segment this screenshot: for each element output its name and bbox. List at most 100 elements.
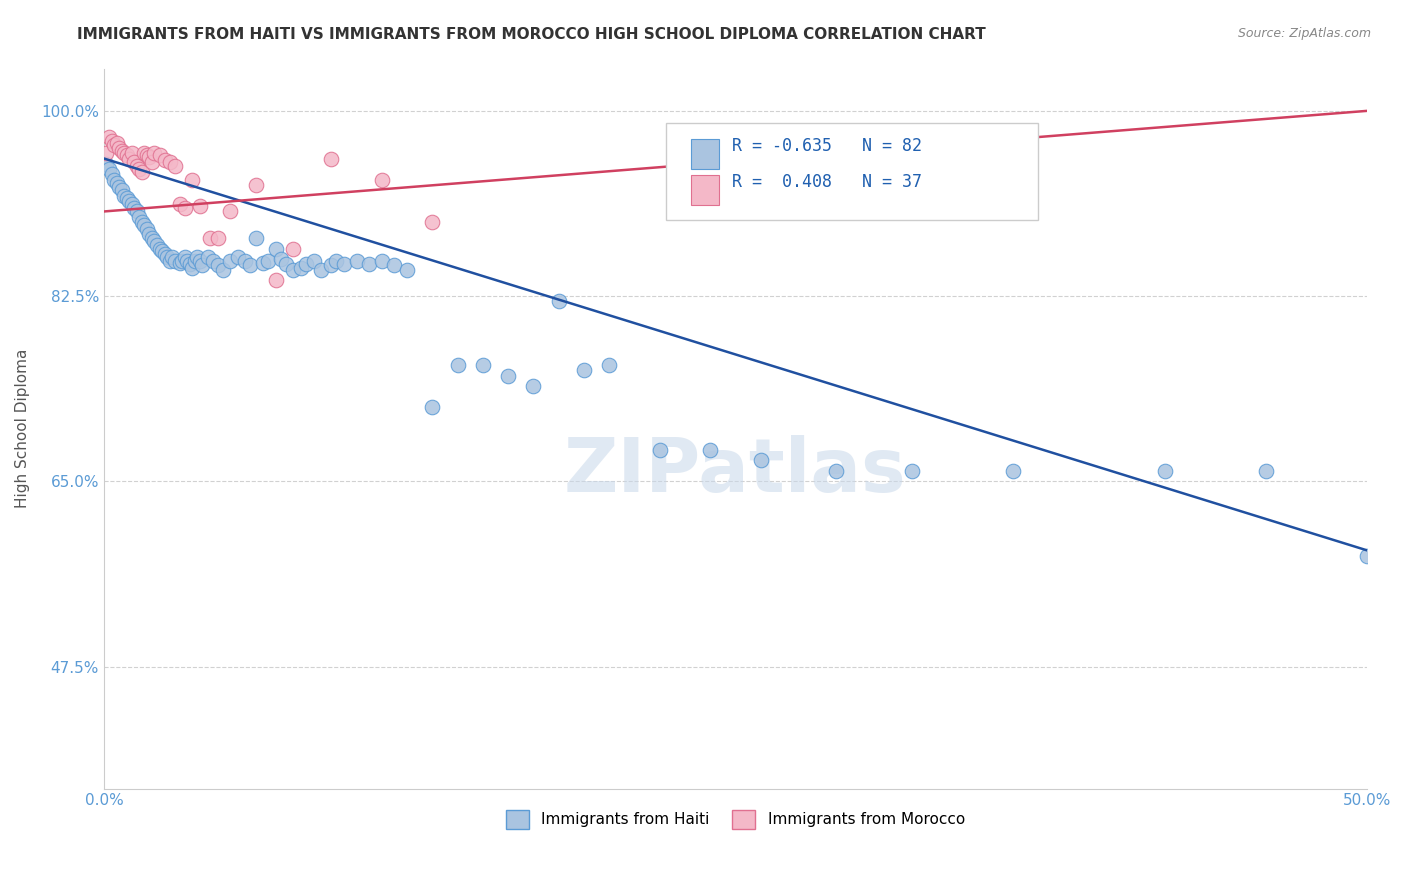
Point xyxy=(825,464,848,478)
Point xyxy=(112,188,135,202)
Point xyxy=(264,273,287,287)
Point xyxy=(172,254,194,268)
Point xyxy=(201,254,224,268)
Point xyxy=(420,401,443,415)
Point xyxy=(121,197,143,211)
Point xyxy=(100,168,122,182)
Point xyxy=(181,260,204,275)
Point xyxy=(146,238,169,252)
Point xyxy=(163,159,186,173)
Point xyxy=(159,154,181,169)
Point xyxy=(186,250,208,264)
Point xyxy=(150,244,173,258)
Point xyxy=(153,153,176,167)
Point xyxy=(264,242,287,256)
Point xyxy=(211,262,233,277)
Point xyxy=(207,259,229,273)
Point xyxy=(153,247,176,261)
Point xyxy=(159,254,181,268)
Point xyxy=(235,254,257,268)
Bar xyxy=(692,175,718,205)
Point xyxy=(274,257,297,271)
Point xyxy=(226,250,249,264)
Point xyxy=(197,250,219,264)
Point xyxy=(648,442,671,457)
Point xyxy=(252,256,274,270)
Point xyxy=(163,254,186,268)
Point xyxy=(112,146,135,161)
Point xyxy=(169,256,191,270)
Point xyxy=(121,146,143,161)
Point xyxy=(198,231,221,245)
Point xyxy=(239,259,262,273)
Point xyxy=(134,218,156,232)
Point xyxy=(105,176,128,190)
Point xyxy=(138,151,160,165)
Point xyxy=(446,358,468,372)
Point xyxy=(179,257,201,271)
Point xyxy=(148,242,170,256)
Point xyxy=(371,172,394,186)
Point xyxy=(321,259,343,273)
Point xyxy=(471,358,494,372)
Point xyxy=(496,368,519,383)
Point xyxy=(135,148,157,162)
Point xyxy=(128,210,150,224)
Point xyxy=(245,231,267,245)
Point xyxy=(141,154,163,169)
Point xyxy=(173,202,195,216)
Point xyxy=(160,250,183,264)
Text: R =  0.408   N = 37: R = 0.408 N = 37 xyxy=(731,173,921,191)
Point xyxy=(173,250,195,264)
Text: ZIPatlas: ZIPatlas xyxy=(564,435,907,508)
Point xyxy=(1254,464,1277,478)
Bar xyxy=(692,139,718,169)
Text: R = -0.635   N = 82: R = -0.635 N = 82 xyxy=(731,136,921,154)
Legend: Immigrants from Haiti, Immigrants from Morocco: Immigrants from Haiti, Immigrants from M… xyxy=(501,804,972,835)
Point xyxy=(143,234,166,248)
Point xyxy=(96,146,118,161)
Point xyxy=(749,453,772,467)
Point xyxy=(1153,464,1175,478)
Point xyxy=(111,183,134,197)
Point xyxy=(321,152,343,166)
Point xyxy=(371,254,394,268)
Point xyxy=(100,134,122,148)
Point xyxy=(131,215,153,229)
Point xyxy=(1355,549,1378,563)
Point xyxy=(359,257,381,271)
Point xyxy=(1002,464,1025,478)
Point xyxy=(184,254,207,268)
Point xyxy=(138,227,160,241)
Point xyxy=(901,464,924,478)
Point xyxy=(176,254,198,268)
Point xyxy=(325,254,347,268)
Point xyxy=(143,146,166,161)
Point xyxy=(257,254,280,268)
Point xyxy=(96,157,118,171)
Point xyxy=(207,231,229,245)
Point xyxy=(124,202,146,216)
Point xyxy=(302,254,325,268)
Point xyxy=(420,215,443,229)
Point xyxy=(188,199,211,213)
Y-axis label: High School Diploma: High School Diploma xyxy=(15,349,30,508)
Point xyxy=(270,252,292,266)
Point xyxy=(245,178,267,192)
Point xyxy=(115,191,138,205)
Point xyxy=(188,254,211,268)
Point xyxy=(384,259,406,273)
Point xyxy=(181,172,204,186)
Point xyxy=(128,162,150,177)
Point xyxy=(598,358,620,372)
Point xyxy=(283,262,305,277)
Point xyxy=(105,136,128,150)
Point xyxy=(141,231,163,245)
Point xyxy=(125,204,148,219)
Point xyxy=(396,262,419,277)
Point xyxy=(572,363,595,377)
Point xyxy=(283,242,305,256)
Point xyxy=(108,141,131,155)
Point xyxy=(98,162,121,177)
Point xyxy=(699,442,721,457)
